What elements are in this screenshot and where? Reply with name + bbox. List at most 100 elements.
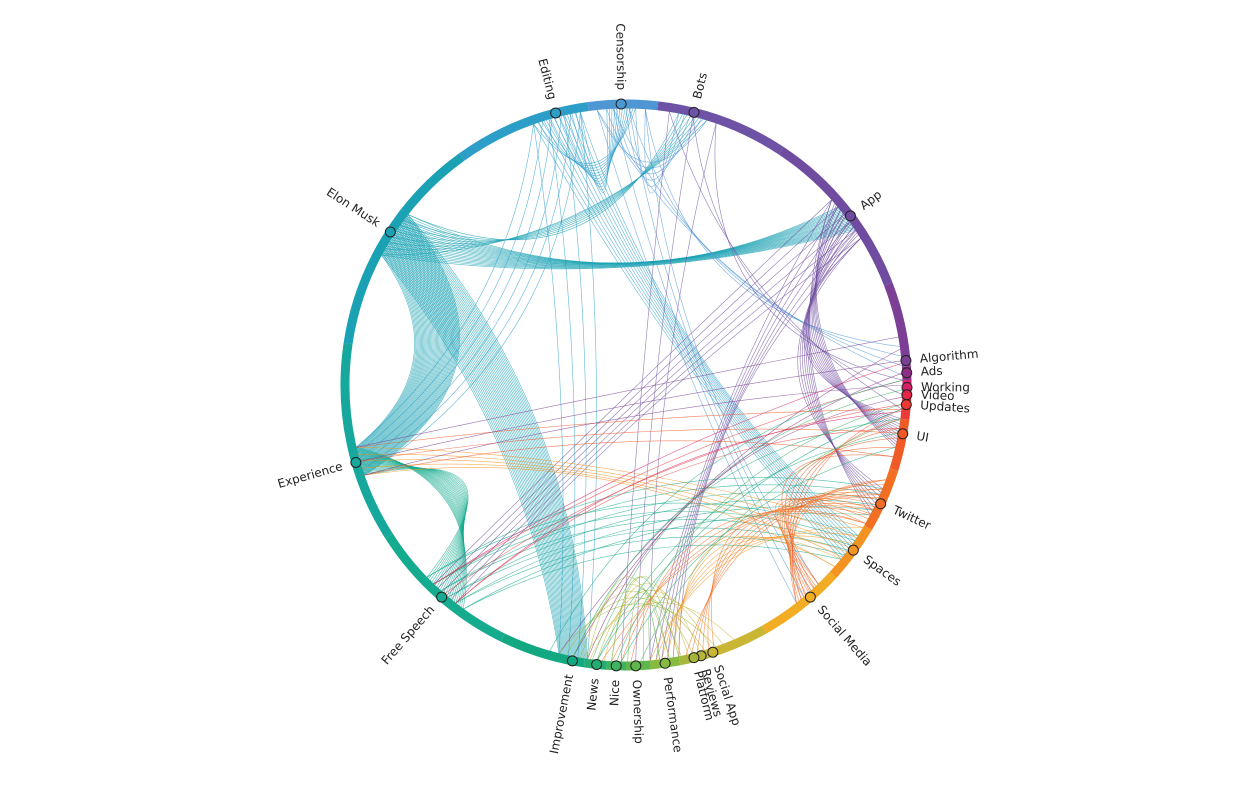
topic-node[interactable]	[847, 544, 859, 556]
chord-link	[533, 123, 564, 654]
topic-node[interactable]	[688, 652, 700, 664]
chord-link	[361, 226, 447, 467]
chord-link	[399, 114, 688, 241]
topic-node[interactable]	[610, 660, 622, 672]
chord-link	[802, 226, 880, 497]
chord-link	[359, 234, 437, 462]
topic-node[interactable]	[901, 389, 913, 401]
chord-link	[596, 109, 708, 163]
topic-label: Free Speech	[379, 603, 438, 668]
chord-link	[667, 221, 851, 659]
chord-link	[357, 452, 465, 604]
topic-label: Editing	[535, 57, 559, 101]
chord-link	[815, 202, 897, 445]
chord-link	[363, 467, 468, 581]
chord-link	[356, 249, 421, 452]
topic-node[interactable]	[566, 655, 578, 667]
topic-node[interactable]	[707, 646, 719, 658]
chord-link	[357, 242, 428, 456]
chord-link	[433, 199, 833, 585]
chord-link	[361, 225, 448, 468]
chord-link	[806, 230, 901, 425]
topic-label: App	[857, 187, 884, 212]
topic-label: Video	[921, 388, 955, 403]
chord-link	[553, 117, 850, 550]
topic-node[interactable]	[550, 107, 562, 119]
chord-link	[358, 240, 430, 457]
chord-link	[433, 484, 881, 585]
chord-link	[359, 428, 899, 462]
chord-link	[359, 360, 902, 462]
chord-link	[450, 229, 856, 600]
chord-link	[548, 118, 848, 552]
topic-node[interactable]	[804, 591, 816, 603]
chord-link	[444, 404, 903, 595]
chord-link	[558, 108, 621, 179]
chord-link	[790, 479, 887, 604]
topic-node[interactable]	[900, 399, 912, 411]
chord-link	[620, 505, 874, 663]
chord-link	[437, 206, 839, 589]
topic-node[interactable]	[901, 367, 913, 379]
chord-link	[405, 216, 586, 660]
chord-link	[790, 428, 900, 597]
topic-label: Censorship	[613, 23, 628, 90]
chord-link	[447, 498, 876, 598]
chord-link	[616, 404, 903, 662]
topic-node[interactable]	[688, 106, 700, 118]
chord-link	[391, 116, 696, 244]
chord-link	[611, 576, 680, 662]
topic-node[interactable]	[384, 226, 396, 238]
chord-link	[564, 114, 587, 658]
chord-link	[446, 221, 851, 597]
topic-node[interactable]	[875, 498, 887, 510]
chord-link	[707, 507, 871, 650]
chord-link	[386, 244, 567, 656]
topic-label: Ads	[920, 364, 942, 379]
topic-node[interactable]	[897, 428, 909, 440]
chord-link	[620, 447, 896, 663]
chord-link	[440, 491, 879, 592]
chord-link	[358, 118, 553, 459]
topic-node[interactable]	[615, 98, 627, 110]
topic-label: Improvement	[547, 673, 576, 755]
chord-link	[360, 463, 465, 591]
ring-segment-editing	[459, 102, 589, 161]
chord-link	[407, 206, 839, 264]
topic-label: Elon Musk	[324, 185, 383, 230]
chord-link	[356, 447, 467, 610]
chord-link	[362, 222, 451, 470]
chord-link	[601, 479, 887, 662]
chord-link	[359, 459, 851, 549]
topic-node[interactable]	[844, 210, 856, 222]
topic-label: Ownership	[630, 680, 646, 744]
ring-segment-bots	[657, 101, 784, 155]
topic-node[interactable]	[350, 456, 362, 468]
chord-link	[389, 240, 570, 657]
chord-link	[383, 250, 563, 655]
topic-node[interactable]	[591, 658, 603, 670]
topic-label: Bots	[690, 71, 710, 100]
chord-link	[569, 113, 855, 542]
topic-node[interactable]	[659, 657, 671, 669]
chord-link	[364, 384, 904, 476]
topic-node[interactable]	[630, 660, 642, 672]
chord-link	[359, 459, 464, 597]
chord-link	[395, 115, 692, 242]
chord-link	[807, 227, 900, 427]
chord-link	[396, 229, 577, 658]
chord-link	[612, 108, 805, 598]
chord-link	[356, 250, 420, 451]
chord-link	[455, 506, 874, 604]
topic-label: Nice	[607, 680, 622, 707]
chord-link	[393, 233, 574, 658]
chord-link	[611, 575, 689, 662]
chord-link	[393, 234, 573, 657]
topic-node[interactable]	[436, 591, 448, 603]
chord-link	[440, 519, 852, 592]
chord-link	[587, 576, 670, 660]
chord-link	[589, 596, 724, 660]
topic-node[interactable]	[900, 355, 912, 367]
chord-link	[403, 113, 684, 241]
chord-link	[635, 116, 694, 662]
